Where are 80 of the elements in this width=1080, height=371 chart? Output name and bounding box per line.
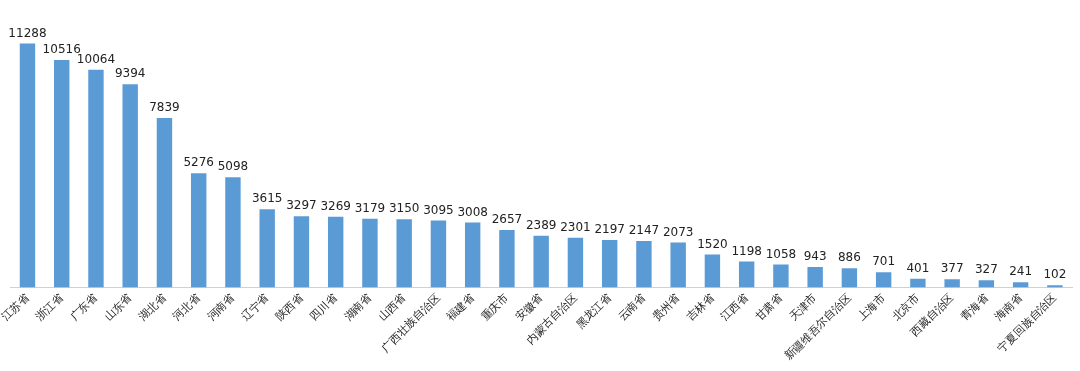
x-tick-label: 浙江省 <box>33 291 66 324</box>
data-label: 3150 <box>388 201 420 216</box>
x-tick-label: 辽宁省 <box>238 291 272 324</box>
bar <box>533 235 549 288</box>
data-label: 2073 <box>662 224 694 239</box>
bar <box>362 218 378 288</box>
data-label: 3179 <box>354 200 386 215</box>
x-tick-label: 上海市 <box>855 291 888 324</box>
data-label: 886 <box>837 250 861 265</box>
bar <box>910 278 926 288</box>
bar <box>19 43 36 288</box>
data-label: 1058 <box>765 246 797 261</box>
x-tick-label: 湖南省 <box>341 291 375 324</box>
data-label: 701 <box>872 254 896 269</box>
bar <box>156 117 173 288</box>
data-label: 2389 <box>525 217 557 232</box>
data-label: 1198 <box>731 243 762 258</box>
data-label: 5098 <box>217 159 249 174</box>
data-label: 401 <box>906 260 930 275</box>
data-label: 3095 <box>423 202 454 217</box>
x-tick-label: 甘肃省 <box>752 291 786 324</box>
x-tick-label: 河北省 <box>170 291 203 324</box>
bar <box>499 230 515 288</box>
data-label: 9394 <box>114 66 146 81</box>
data-label: 2301 <box>560 219 591 234</box>
bar <box>807 267 823 288</box>
x-tick-label: 重庆市 <box>478 291 512 324</box>
bar <box>1012 282 1029 288</box>
bar <box>636 241 652 288</box>
data-label: 377 <box>940 261 964 276</box>
bar <box>875 272 892 288</box>
bar <box>259 209 275 288</box>
bar <box>670 242 686 288</box>
bar <box>944 279 960 288</box>
data-label: 2657 <box>491 212 523 227</box>
x-tick-label: 山东省 <box>101 291 135 324</box>
data-label: 327 <box>974 262 998 277</box>
data-label: 2147 <box>628 223 660 238</box>
x-tick-label: 贵州省 <box>649 291 683 324</box>
bar <box>841 268 858 288</box>
bar <box>773 264 789 288</box>
bar <box>225 177 241 288</box>
data-label: 3269 <box>320 198 351 213</box>
data-label: 2197 <box>594 222 625 237</box>
bar <box>54 60 70 288</box>
bar <box>430 220 447 288</box>
bar <box>704 254 721 288</box>
bar <box>738 261 755 288</box>
bar <box>293 216 310 288</box>
data-label: 102 <box>1043 267 1067 282</box>
bar <box>396 219 412 288</box>
data-label: 3008 <box>457 204 488 219</box>
x-tick-label: 广东省 <box>67 291 101 324</box>
x-tick-label: 福建省 <box>444 291 477 324</box>
x-tick-label: 青海省 <box>958 291 991 324</box>
data-label: 3615 <box>251 191 283 206</box>
x-tick-label: 湖北省 <box>136 291 169 324</box>
x-tick-label: 河南省 <box>204 291 238 324</box>
x-tick-label: 江西省 <box>718 291 751 324</box>
x-tick-label: 陕西省 <box>273 291 306 324</box>
data-label: 11288 <box>8 25 47 40</box>
bar <box>88 69 104 288</box>
x-tick-label: 云南省 <box>615 291 649 324</box>
data-label: 241 <box>1009 264 1033 279</box>
x-tick-label: 吉林省 <box>684 291 717 324</box>
bar <box>122 84 138 288</box>
bar <box>327 216 344 288</box>
data-label: 7839 <box>149 100 180 115</box>
data-label: 943 <box>803 249 827 264</box>
x-tick-label: 江苏省 <box>0 291 32 324</box>
bar <box>464 222 481 288</box>
data-label: 3297 <box>286 198 317 213</box>
data-label: 5276 <box>183 155 214 170</box>
bar <box>601 239 618 288</box>
bar <box>1047 285 1063 288</box>
bar <box>190 173 207 288</box>
bar <box>978 280 995 288</box>
data-label: 1520 <box>697 236 728 251</box>
x-tick-label: 四川省 <box>307 291 340 324</box>
bar <box>567 237 584 288</box>
